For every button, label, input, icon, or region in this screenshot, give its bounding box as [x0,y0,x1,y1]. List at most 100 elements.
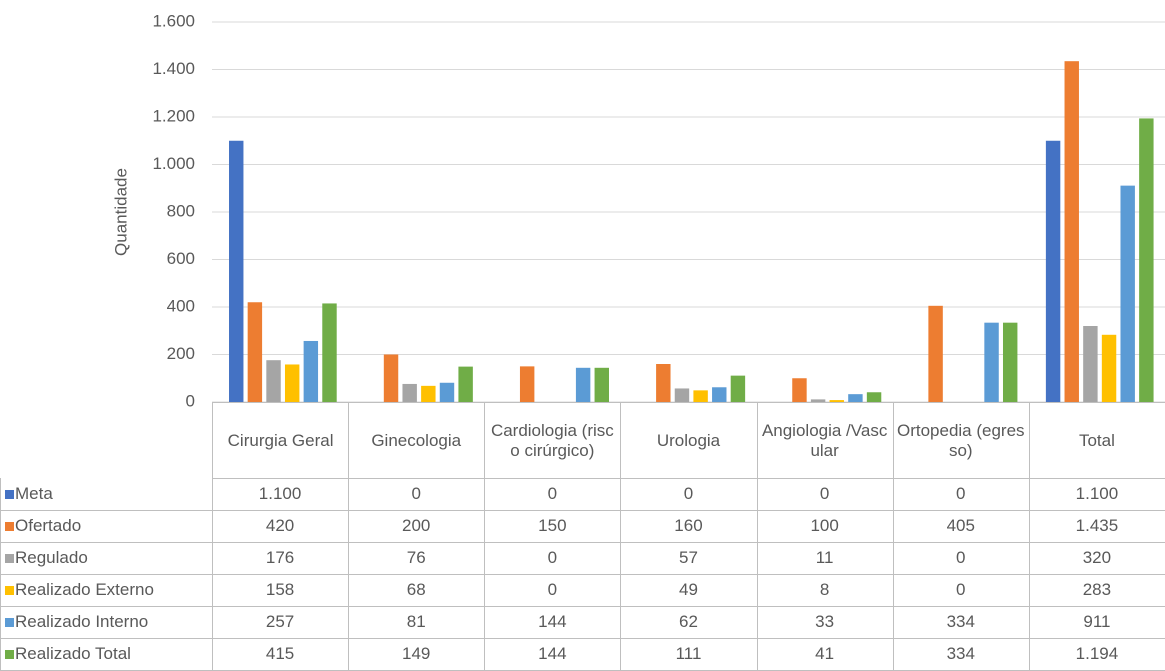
category-label: Ginecologia [348,402,486,479]
table-value: 334 [892,638,1030,671]
category-label: Ortopedia (egresso) [892,402,1030,479]
bar [1002,322,1018,402]
bar [829,400,844,402]
legend-swatch [5,649,14,659]
table-value: 257 [212,606,350,639]
table-value: 0 [484,478,622,511]
bar [284,364,300,402]
y-tick-label: 800 [167,201,195,220]
table-value: 0 [892,542,1030,575]
y-tick-label: 400 [167,296,195,315]
bar [866,392,882,402]
table-value: 8 [756,574,894,607]
table-value: 149 [348,638,486,671]
category-label: Angiologia /Vascular [756,402,894,479]
table-value: 81 [348,606,486,639]
category-label: Cirurgia Geral [212,402,350,479]
table-value: 68 [348,574,486,607]
y-tick-label: 0 [186,391,195,410]
bar [303,340,319,402]
bar [792,378,807,402]
bar [928,305,943,402]
bar [266,360,281,402]
legend-swatch [5,489,14,499]
table-value: 111 [620,638,758,671]
table-value: 0 [756,478,894,511]
table-value: 62 [620,606,758,639]
table-value: 200 [348,510,486,543]
bar [1064,61,1079,402]
table-value: 49 [620,574,758,607]
bar [693,390,708,402]
table-value: 57 [620,542,758,575]
bar [730,375,746,402]
bar [458,366,473,402]
table-value: 176 [212,542,350,575]
table-value: 0 [620,478,758,511]
table-value: 0 [484,542,622,575]
y-axis-title: Quantidade [111,168,130,256]
bar [848,394,863,402]
bar [402,383,417,402]
category-label: Cardiologia (risco cirúrgico) [484,402,622,479]
y-tick-label: 200 [167,344,195,363]
bar [1101,334,1117,402]
table-value: 0 [892,478,1030,511]
bar [1139,118,1154,403]
bar [322,303,337,402]
table-value: 283 [1028,574,1165,607]
table-value: 160 [620,510,758,543]
bar [810,399,826,402]
legend-entry: Regulado [0,542,213,575]
table-value: 76 [348,542,486,575]
table-value: 33 [756,606,894,639]
bar [1120,185,1135,402]
table-value: 0 [348,478,486,511]
legend-entry: Realizado Total [0,638,213,671]
table-value: 144 [484,638,622,671]
table-value: 420 [212,510,350,543]
category-label: Total [1028,402,1165,479]
table-value: 100 [756,510,894,543]
legend-entry: Meta [0,478,213,511]
legend-swatch [5,585,14,595]
table-value: 0 [484,574,622,607]
table-value: 1.100 [212,478,350,511]
bar [984,322,999,402]
bar [1045,140,1061,402]
legend-entry: Ofertado [0,510,213,543]
bar [1083,326,1098,402]
table-value: 1.100 [1028,478,1165,511]
legend-swatch [5,553,14,563]
legend-swatch [5,521,14,531]
y-tick-label: 1.400 [152,59,195,78]
legend-entry: Realizado Externo [0,574,213,607]
bar [674,388,690,402]
table-value: 1.435 [1028,510,1165,543]
bar [519,366,535,402]
bar [439,382,455,402]
table-value: 11 [756,542,894,575]
bar [229,140,244,402]
bar [575,367,591,402]
table-value: 150 [484,510,622,543]
table-value: 158 [212,574,350,607]
y-tick-label: 1.000 [152,154,195,173]
bar [421,385,436,402]
category-label: Urologia [620,402,758,479]
table-value: 334 [892,606,1030,639]
bar [594,367,609,402]
y-tick-label: 1.200 [152,106,195,125]
legend-entry: Realizado Interno [0,606,213,639]
table-value: 41 [756,638,894,671]
table-value: 415 [212,638,350,671]
bar [247,302,263,402]
legend-swatch [5,617,14,627]
table-value: 1.194 [1028,638,1165,671]
y-tick-label: 1.600 [152,11,195,30]
bar [712,387,727,402]
table-value: 911 [1028,606,1165,639]
y-tick-label: 600 [167,249,195,268]
